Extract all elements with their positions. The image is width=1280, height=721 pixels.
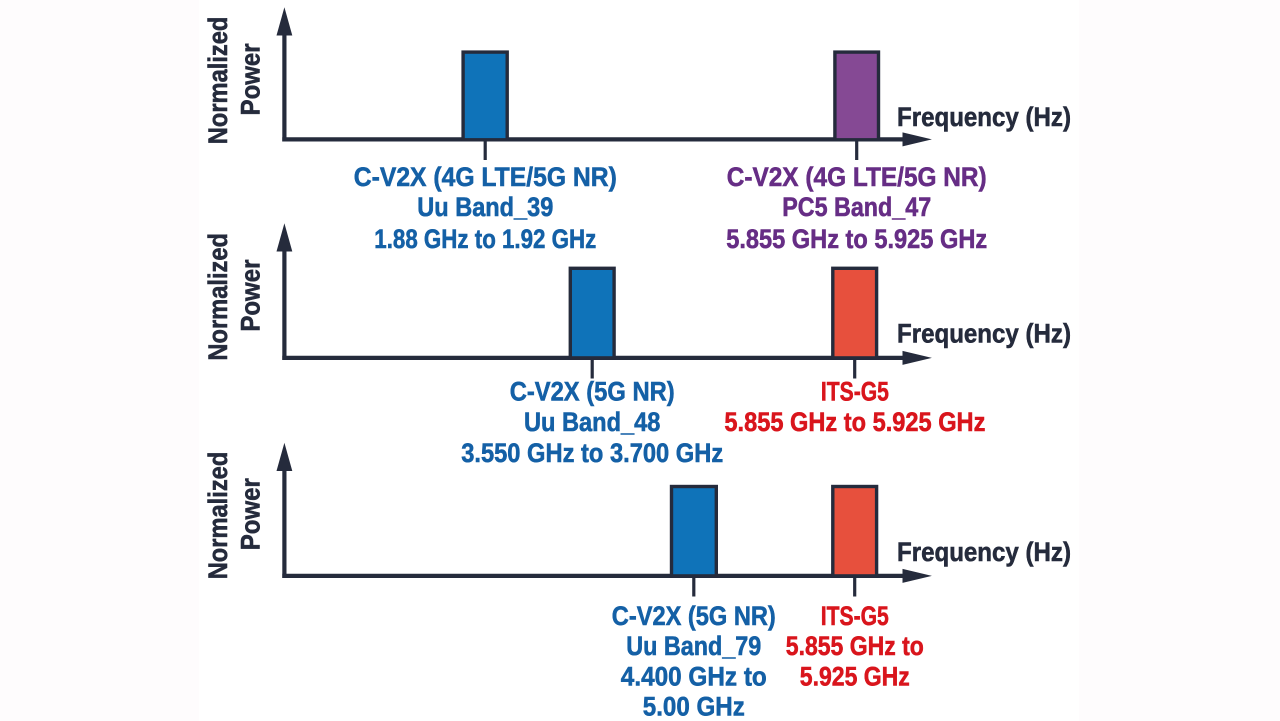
svg-text:ITS-G5: ITS-G5 [821,376,889,406]
svg-text:Normalized: Normalized [203,17,233,145]
svg-text:1.88 GHz to 1.92 GHz: 1.88 GHz to 1.92 GHz [374,224,596,254]
svg-text:C-V2X (5G NR): C-V2X (5G NR) [612,601,776,631]
svg-text:Frequency (Hz): Frequency (Hz) [897,537,1071,567]
svg-text:5.855 GHz to 5.925 GHz: 5.855 GHz to 5.925 GHz [724,407,985,437]
svg-text:5.855 GHz to: 5.855 GHz to [786,631,924,661]
svg-text:Frequency (Hz): Frequency (Hz) [897,319,1071,349]
svg-text:5.925 GHz: 5.925 GHz [800,661,910,691]
svg-text:4.400 GHz to: 4.400 GHz to [621,661,767,691]
svg-text:ITS-G5: ITS-G5 [821,601,889,631]
svg-text:Power: Power [235,260,265,332]
svg-text:C-V2X (5G NR): C-V2X (5G NR) [510,376,675,406]
svg-text:Power: Power [235,43,265,115]
svg-text:3.550 GHz to 3.700 GHz: 3.550 GHz to 3.700 GHz [461,438,723,468]
svg-text:C-V2X (4G LTE/5G NR): C-V2X (4G LTE/5G NR) [354,162,617,192]
svg-text:Uu Band_39: Uu Band_39 [417,192,553,222]
svg-text:Power: Power [235,478,265,550]
svg-text:Normalized: Normalized [203,452,233,580]
svg-text:Frequency (Hz): Frequency (Hz) [897,102,1071,132]
svg-text:5.00 GHz: 5.00 GHz [643,691,745,721]
svg-text:Normalized: Normalized [203,233,233,361]
svg-text:PC5 Band_47: PC5 Band_47 [782,192,931,222]
svg-text:C-V2X (4G LTE/5G NR): C-V2X (4G LTE/5G NR) [727,162,987,192]
svg-text:5.855 GHz to 5.925 GHz: 5.855 GHz to 5.925 GHz [726,224,987,254]
svg-text:Uu Band_79: Uu Band_79 [626,631,761,661]
svg-text:Uu Band_48: Uu Band_48 [524,407,661,437]
